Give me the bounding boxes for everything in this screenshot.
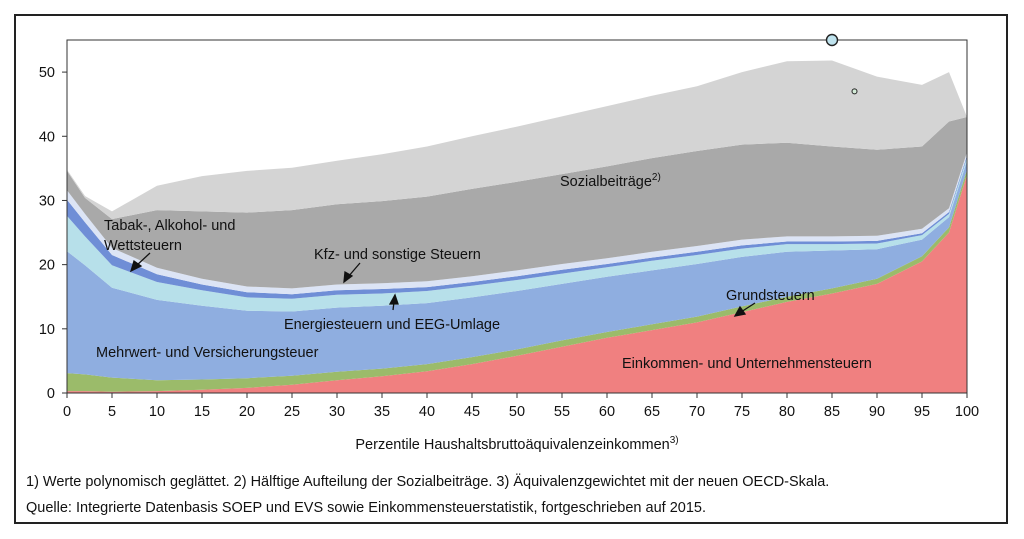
x-tick-label: 20 xyxy=(239,404,255,420)
x-tick-label: 35 xyxy=(374,404,390,420)
y-tick-label: 30 xyxy=(39,193,55,209)
x-tick-label: 30 xyxy=(329,404,345,420)
arrow-kfz-head xyxy=(343,270,354,284)
x-tick-label: 5 xyxy=(108,404,116,420)
footnote-line-1: 1) Werte polynomisch geglättet. 2) Hälft… xyxy=(26,474,830,490)
x-tick-label: 60 xyxy=(599,404,615,420)
x-tick-label: 95 xyxy=(914,404,930,420)
x-tick-label: 0 xyxy=(63,404,71,420)
area-series-3 xyxy=(67,157,967,312)
markers xyxy=(825,33,858,95)
x-tick-label: 40 xyxy=(419,404,435,420)
x-tick-label: 25 xyxy=(284,404,300,420)
marker-point-1 xyxy=(851,88,858,95)
x-tick-label: 75 xyxy=(734,404,750,420)
y-tick-label: 10 xyxy=(39,322,55,338)
x-tick-label: 100 xyxy=(955,404,979,420)
x-tick-label: 55 xyxy=(554,404,570,420)
label-kfz: Kfz- und sonstige Steuern xyxy=(314,247,481,263)
area-series-2 xyxy=(67,160,967,381)
arrow-grund xyxy=(740,302,756,313)
arrow-tabak-head xyxy=(129,259,143,273)
y-tick-label: 40 xyxy=(39,129,55,145)
y-tick-label: 20 xyxy=(39,258,55,274)
arrow-energie-head xyxy=(388,293,399,305)
x-tick-label: 70 xyxy=(689,404,705,420)
x-tick-label: 80 xyxy=(779,404,795,420)
arrow-grund-head xyxy=(733,305,747,317)
area-layers xyxy=(67,60,967,393)
x-tick-label: 45 xyxy=(464,404,480,420)
label-grundsteuern: Grundsteuern xyxy=(726,288,815,304)
area-series-0 xyxy=(67,174,967,393)
footnote-line-2: Quelle: Integrierte Datenbasis SOEP und … xyxy=(26,500,706,516)
x-tick-label: 50 xyxy=(509,404,525,420)
x-axis-label: Perzentile Haushaltsbruttoäquivalenzeink… xyxy=(355,435,678,453)
annotation-arrows xyxy=(129,252,756,317)
x-tick-label: 15 xyxy=(194,404,210,420)
x-tick-label: 85 xyxy=(824,404,840,420)
x-tick-label: 10 xyxy=(149,404,165,420)
label-tabak-line2: Wettsteuern xyxy=(104,238,182,254)
label-einkommen: Einkommen- und Unternehmensteuern xyxy=(622,356,872,372)
x-tick-label: 65 xyxy=(644,404,660,420)
marker-point-0 xyxy=(825,33,839,47)
label-sozialbeitraege: Sozialbeiträge2) xyxy=(560,172,661,190)
axes: 0 10 20 30 40 50 0 5 10 15 20 25 30 35 40 45 50 55 60 65 70 7… xyxy=(39,39,979,420)
area-series-6 xyxy=(67,117,967,289)
y-tick-label: 0 xyxy=(47,386,55,402)
area-series-7 xyxy=(67,60,967,220)
label-tabak-line1: Tabak-, Alkohol- und xyxy=(104,218,235,234)
annotation-labels: Sozialbeiträge2) Tabak-, Alkohol- und We… xyxy=(96,172,872,372)
y-tick-label: 50 xyxy=(39,65,55,81)
x-tick-label: 90 xyxy=(869,404,885,420)
label-energiesteuern: Energiesteuern und EEG-Umlage xyxy=(284,317,500,333)
label-mehrwert: Mehrwert- und Versicherungsteuer xyxy=(96,345,319,361)
